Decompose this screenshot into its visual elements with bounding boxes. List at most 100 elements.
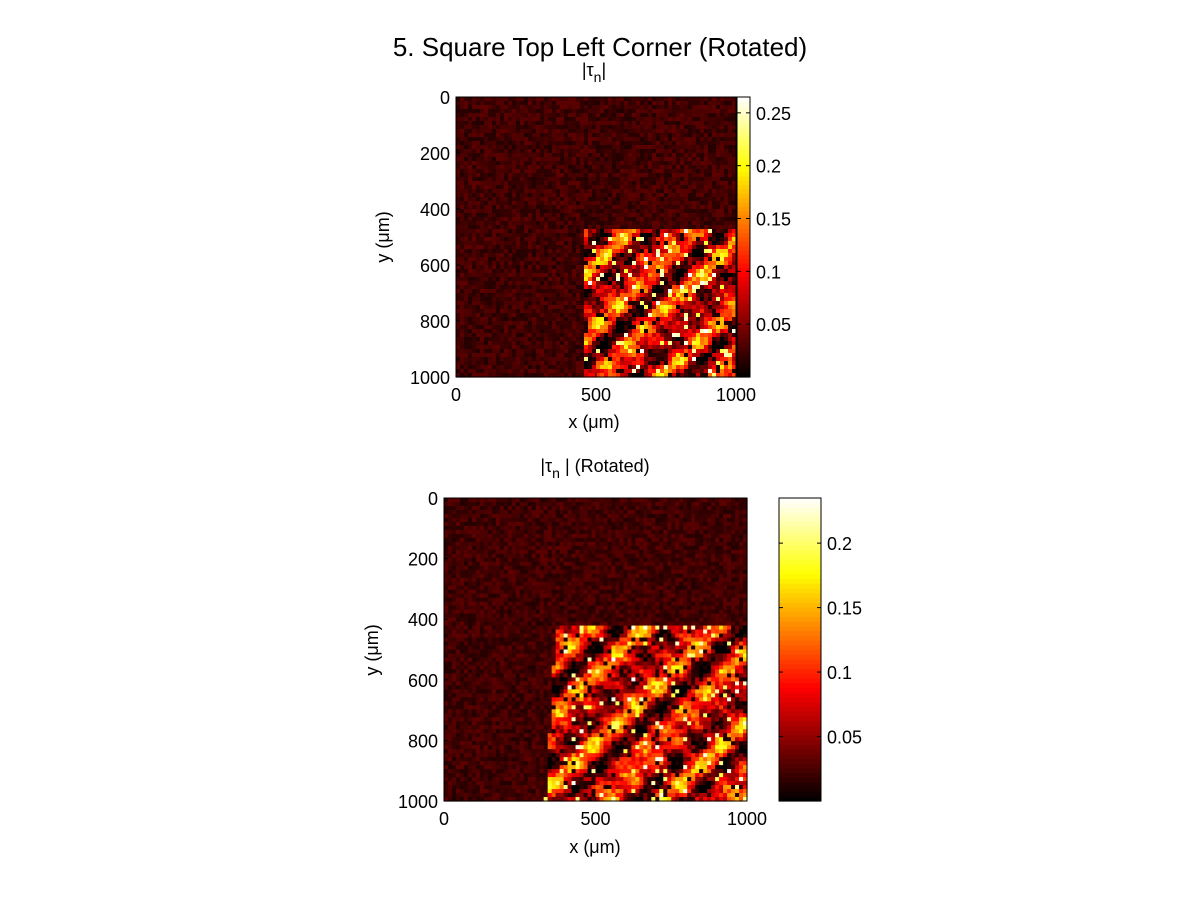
heatmap-1-cell: [608, 313, 613, 318]
heatmap-1-cell: [608, 181, 613, 186]
heatmap-1-cell: [548, 265, 553, 270]
heatmap-1-cell: [596, 205, 601, 210]
heatmap-1-cell: [492, 125, 497, 130]
heatmap-1-cell: [724, 297, 729, 302]
heatmap-1-cell: [644, 149, 649, 154]
heatmap-1-cell: [724, 325, 729, 330]
heatmap-1-cell: [600, 201, 605, 206]
heatmap-1-cell: [656, 221, 661, 226]
heatmap-1-cell: [516, 125, 521, 130]
heatmap-1-cell: [680, 293, 685, 298]
heatmap-1-cell: [468, 309, 473, 314]
heatmap-1-cell: [476, 125, 481, 130]
heatmap-1-cell: [556, 121, 561, 126]
heatmap-1-cell: [552, 241, 557, 246]
heatmap-1-cell: [608, 125, 613, 130]
heatmap-1-cell: [548, 105, 553, 110]
heatmap-1-cell: [456, 169, 461, 174]
heatmap-1-cell: [548, 125, 553, 130]
heatmap-1-cell: [588, 273, 593, 278]
heatmap-1-cell: [580, 353, 585, 358]
heatmap-1-cell: [512, 165, 517, 170]
heatmap-1-cell: [580, 161, 585, 166]
heatmap-1-cell: [536, 345, 541, 350]
heatmap-1-cell: [652, 113, 657, 118]
heatmap-1-cell: [568, 329, 573, 334]
heatmap-1-cell: [732, 249, 737, 254]
heatmap-1-cell: [456, 273, 461, 278]
heatmap-1-cell: [492, 109, 497, 114]
heatmap-1-cell: [456, 173, 461, 178]
heatmap-1-cell: [556, 225, 561, 230]
heatmap-1-cell: [664, 181, 669, 186]
heatmap-1-cell: [500, 237, 505, 242]
heatmap-1-cell: [544, 153, 549, 158]
heatmap-1-cell: [532, 305, 537, 310]
heatmap-1-cell: [524, 169, 529, 174]
heatmap-1-cell: [560, 209, 565, 214]
heatmap-1-cell: [672, 301, 677, 306]
heatmap-1-cell: [572, 361, 577, 366]
heatmap-1-cell: [624, 145, 629, 150]
heatmap-1-cell: [540, 185, 545, 190]
heatmap-1-cell: [484, 245, 489, 250]
heatmap-1-cell: [688, 185, 693, 190]
heatmap-1-cell: [532, 101, 537, 106]
heatmap-1-cell: [520, 245, 525, 250]
heatmap-1-cell: [680, 329, 685, 334]
heatmap-1-cell: [516, 253, 521, 258]
heatmap-1-cell: [560, 249, 565, 254]
heatmap-1-cell: [632, 145, 637, 150]
heatmap-1-cell: [700, 213, 705, 218]
heatmap-1-cell: [568, 369, 573, 374]
heatmap-1-cell: [648, 257, 653, 262]
heatmap-1-cell: [552, 281, 557, 286]
heatmap-1-cell: [508, 225, 513, 230]
heatmap-1-cell: [492, 213, 497, 218]
heatmap-1-cell: [712, 225, 717, 230]
heatmap-1-cell: [604, 209, 609, 214]
heatmap-1-cell: [672, 161, 677, 166]
heatmap-1-cell: [584, 337, 589, 342]
heatmap-1-cell: [712, 157, 717, 162]
heatmap-1-cell: [472, 165, 477, 170]
heatmap-1-cell: [664, 269, 669, 274]
heatmap-1-cell: [508, 169, 513, 174]
heatmap-1-cell: [684, 113, 689, 118]
heatmap-1-cell: [668, 313, 673, 318]
heatmap-1-cell: [580, 117, 585, 122]
heatmap-1-cell: [692, 209, 697, 214]
heatmap-1-cell: [556, 289, 561, 294]
heatmap-1-cell: [540, 189, 545, 194]
heatmap-1-cell: [592, 217, 597, 222]
heatmap-1-cell: [688, 189, 693, 194]
heatmap-1-cell: [724, 249, 729, 254]
heatmap-1-cell: [584, 313, 589, 318]
heatmap-1-cell: [500, 201, 505, 206]
heatmap-1-cell: [560, 169, 565, 174]
heatmap-1-cell: [592, 297, 597, 302]
heatmap-1-cell: [708, 101, 713, 106]
heatmap-1-cell: [696, 201, 701, 206]
heatmap-1-cell: [556, 269, 561, 274]
heatmap-1-cell: [716, 321, 721, 326]
heatmap-1-cell: [692, 353, 697, 358]
heatmap-1-cell: [668, 141, 673, 146]
heatmap-1-cell: [544, 333, 549, 338]
heatmap-1-cell: [536, 289, 541, 294]
heatmap-1-cell: [516, 157, 521, 162]
heatmap-1-cell: [688, 337, 693, 342]
heatmap-1-cell: [528, 357, 533, 362]
heatmap-1-cell: [664, 261, 669, 266]
heatmap-1-cell: [716, 133, 721, 138]
heatmap-1-cell: [708, 161, 713, 166]
heatmap-1-cell: [592, 101, 597, 106]
heatmap-1-cell: [716, 209, 721, 214]
heatmap-1-cell: [456, 185, 461, 190]
heatmap-1-cell: [532, 341, 537, 346]
heatmap-1-cell: [512, 341, 517, 346]
heatmap-1-cell: [472, 261, 477, 266]
heatmap-1-cell: [596, 285, 601, 290]
heatmap-1-cell: [468, 229, 473, 234]
heatmap-1-cell: [480, 305, 485, 310]
